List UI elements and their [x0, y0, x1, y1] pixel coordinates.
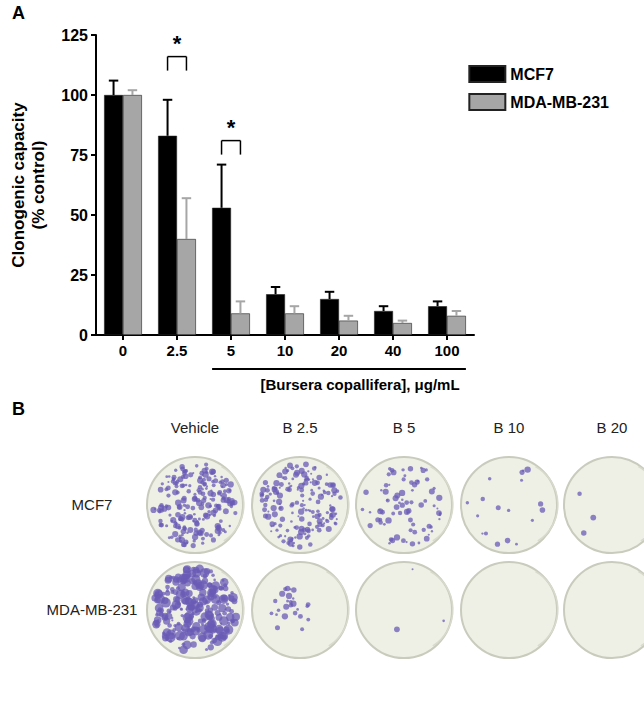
- svg-text:MCF7: MCF7: [72, 496, 113, 513]
- svg-text:*: *: [227, 115, 236, 140]
- svg-text:0: 0: [119, 342, 127, 359]
- svg-text:[Bursera copallifera], μg/mL: [Bursera copallifera], μg/mL: [260, 376, 459, 393]
- svg-text:(% control): (% control): [29, 141, 48, 230]
- svg-text:B 5: B 5: [393, 419, 416, 436]
- svg-text:MDA-MB-231: MDA-MB-231: [510, 94, 609, 111]
- svg-text:75: 75: [70, 147, 88, 164]
- svg-text:20: 20: [331, 342, 348, 359]
- svg-text:0: 0: [79, 327, 88, 344]
- svg-text:25: 25: [70, 267, 88, 284]
- svg-text:B: B: [12, 399, 25, 419]
- svg-text:100: 100: [434, 342, 459, 359]
- svg-text:10: 10: [277, 342, 294, 359]
- svg-text:50: 50: [70, 207, 88, 224]
- svg-text:5: 5: [227, 342, 235, 359]
- svg-text:B 2.5: B 2.5: [282, 419, 317, 436]
- svg-text:MDA-MB-231: MDA-MB-231: [47, 601, 138, 618]
- svg-text:100: 100: [61, 87, 88, 104]
- svg-text:Vehicle: Vehicle: [171, 419, 219, 436]
- svg-text:*: *: [173, 31, 182, 56]
- svg-text:B 10: B 10: [494, 419, 525, 436]
- svg-text:B 20: B 20: [597, 419, 628, 436]
- svg-text:125: 125: [61, 27, 88, 44]
- svg-text:Clonogenic capacity: Clonogenic capacity: [9, 102, 28, 268]
- svg-text:A: A: [12, 3, 25, 23]
- svg-text:40: 40: [385, 342, 402, 359]
- svg-text:2.5: 2.5: [167, 342, 188, 359]
- svg-text:MCF7: MCF7: [510, 66, 554, 83]
